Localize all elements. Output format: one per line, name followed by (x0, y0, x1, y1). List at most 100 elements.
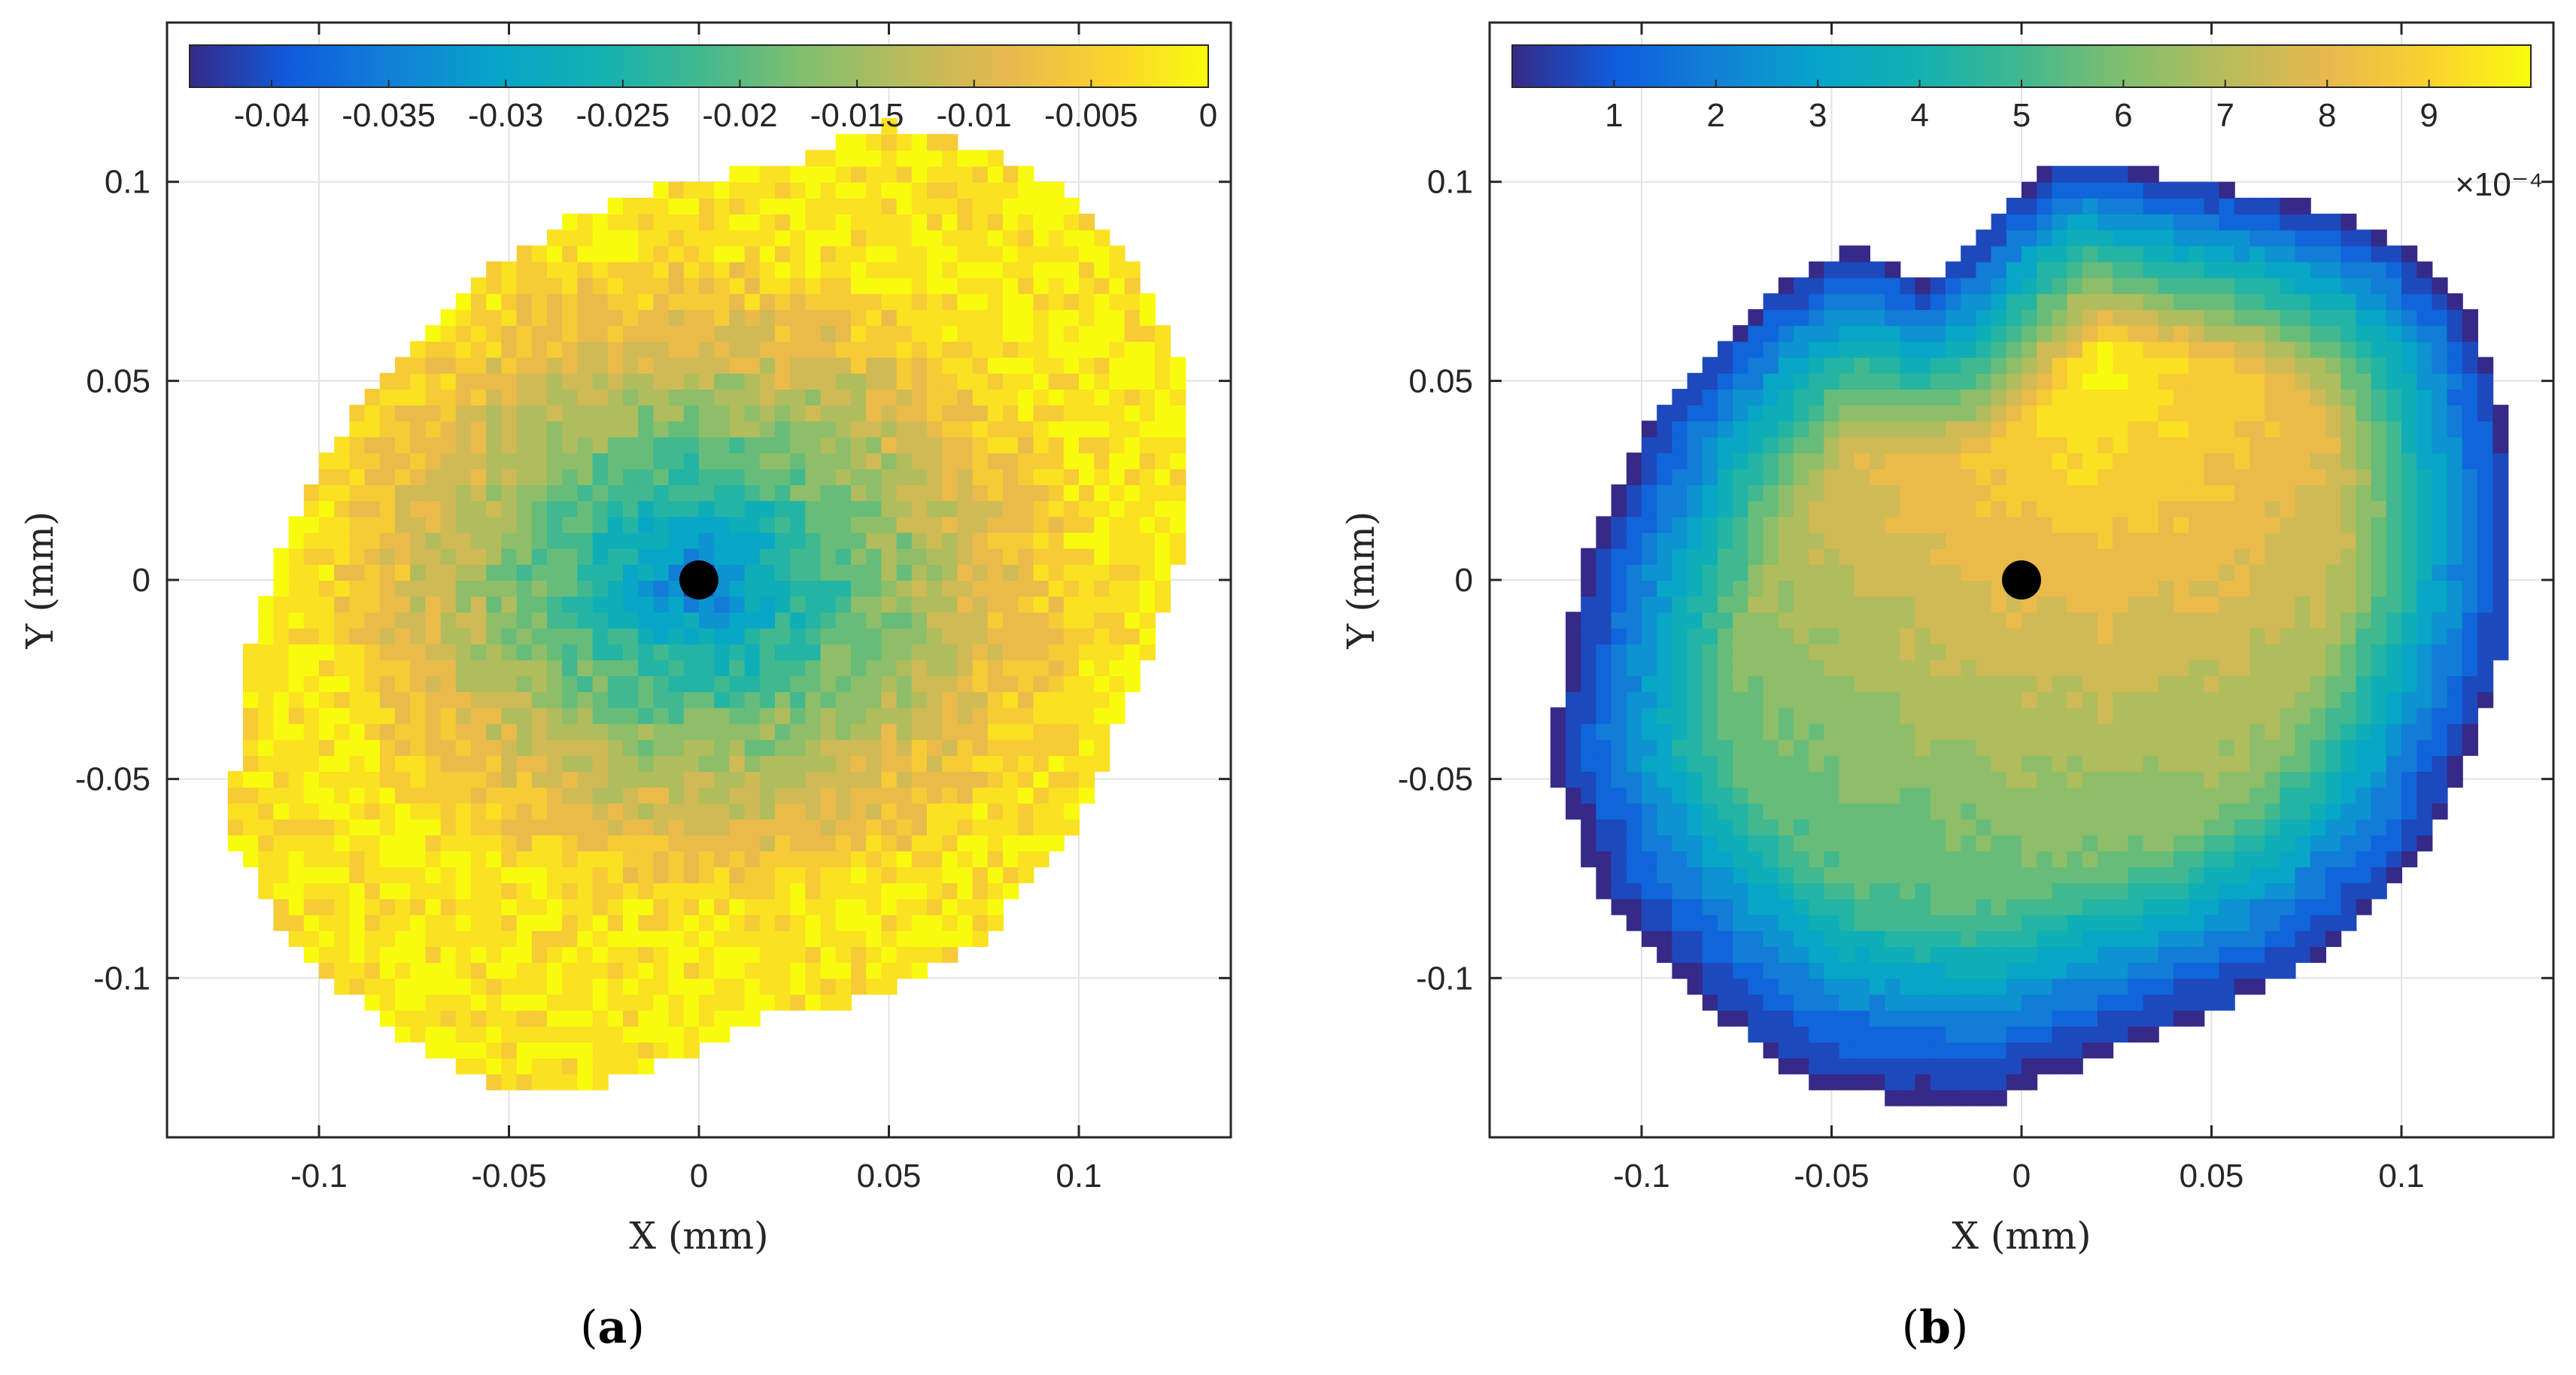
heatmap-cell (2143, 372, 2159, 390)
heatmap-cell (2067, 1058, 2083, 1075)
heatmap-cell (425, 452, 442, 469)
heatmap-cell (881, 405, 898, 422)
heatmap-cell (607, 452, 624, 469)
heatmap-cell (2174, 563, 2190, 581)
heatmap-cell (775, 627, 791, 645)
heatmap-cell (455, 596, 472, 613)
heatmap-cell (987, 627, 1004, 645)
heatmap-cell (1657, 914, 1673, 931)
heatmap-cell (1109, 596, 1125, 613)
heatmap-cell (1733, 739, 1749, 756)
heatmap-cell (820, 341, 837, 358)
heatmap-cell (638, 707, 655, 724)
heatmap-cell (1946, 1058, 1962, 1075)
heatmap-cell (425, 436, 442, 454)
heatmap-cell (866, 484, 882, 502)
heatmap-cell (1124, 357, 1141, 374)
heatmap-cell (547, 548, 564, 565)
heatmap-cell (2204, 739, 2220, 756)
heatmap-cell (759, 723, 776, 740)
heatmap-cell (2113, 372, 2129, 390)
heatmap-cell (1763, 978, 1779, 995)
heatmap-cell (851, 405, 867, 422)
heatmap-cell (638, 532, 655, 549)
heatmap-cell (1063, 325, 1080, 342)
heatmap-cell (440, 532, 457, 549)
heatmap-cell (1702, 580, 1718, 597)
heatmap-cell (714, 405, 731, 422)
heatmap-cell (2174, 834, 2190, 851)
heatmap-cell (805, 978, 822, 995)
heatmap-cell (911, 946, 928, 964)
heatmap-cell (547, 388, 564, 406)
heatmap-cell (364, 627, 381, 645)
heatmap-cell (471, 739, 488, 756)
heatmap-cell (1003, 309, 1019, 326)
heatmap-cell (2067, 548, 2083, 565)
heatmap-cell (1018, 754, 1034, 772)
heatmap-cell (683, 357, 700, 374)
heatmap-cell (805, 596, 822, 613)
heatmap-cell (1139, 643, 1156, 660)
heatmap-cell (1794, 580, 1810, 597)
heatmap-cell (987, 452, 1004, 469)
heatmap-cell (1079, 277, 1095, 294)
heatmap-cell (683, 771, 700, 788)
heatmap-cell (714, 771, 731, 788)
heatmap-cell (835, 484, 852, 502)
heatmap-cell (1854, 325, 1870, 342)
heatmap-cell (2098, 372, 2114, 390)
heatmap-cell (516, 818, 533, 836)
heatmap-cell (1946, 500, 1962, 518)
heatmap-cell (2082, 580, 2098, 597)
heatmap-cell (805, 181, 822, 199)
heatmap-cell (1018, 181, 1034, 199)
heatmap-cell (577, 1041, 594, 1059)
heatmap-cell (1124, 388, 1141, 406)
heatmap-cell (471, 468, 488, 485)
heatmap-cell (851, 850, 867, 868)
heatmap-cell (379, 946, 396, 964)
heatmap-cell (455, 1025, 472, 1043)
heatmap-cell (714, 214, 731, 231)
heatmap-cell (1033, 787, 1050, 804)
heatmap-cell (516, 834, 533, 851)
heatmap-cell (319, 818, 336, 836)
heatmap-cell (2189, 946, 2205, 964)
heatmap-cell (623, 388, 639, 406)
heatmap-cell (896, 643, 913, 660)
heatmap-cell (2052, 245, 2068, 263)
heatmap-cell (2006, 516, 2022, 533)
heatmap-cell (896, 612, 913, 629)
heatmap-cell (2067, 325, 2083, 342)
heatmap-cell (547, 468, 564, 485)
heatmap-cell (1033, 548, 1050, 565)
heatmap-cell (1961, 962, 1977, 979)
heatmap-cell (1900, 739, 1916, 756)
heatmap-cell (2082, 420, 2098, 438)
heatmap-cell (942, 739, 958, 756)
heatmap-cell (1702, 452, 1718, 469)
heatmap-cell (729, 516, 746, 533)
heatmap-cell (1109, 372, 1125, 390)
heatmap-cell (2006, 707, 2022, 724)
heatmap-cell (820, 229, 837, 247)
heatmap-cell (683, 898, 700, 915)
heatmap-cell (759, 516, 776, 533)
heatmap-cell (379, 675, 396, 693)
heatmap-cell (364, 563, 381, 581)
heatmap-cell (547, 261, 564, 278)
heatmap-cell (1946, 1073, 1962, 1091)
heatmap-cell (379, 643, 396, 660)
heatmap-cell (775, 420, 791, 438)
heatmap-cell (2037, 420, 2053, 438)
heatmap-cell (714, 309, 731, 326)
heatmap-cell (653, 754, 670, 772)
heatmap-cell (881, 325, 898, 342)
heatmap-cell (2219, 787, 2235, 804)
heatmap-cell (1718, 994, 1734, 1011)
heatmap-cell (744, 357, 761, 374)
heatmap-cell (1763, 675, 1779, 693)
heatmap-cell (1003, 803, 1019, 820)
heatmap-cell (2022, 372, 2038, 390)
